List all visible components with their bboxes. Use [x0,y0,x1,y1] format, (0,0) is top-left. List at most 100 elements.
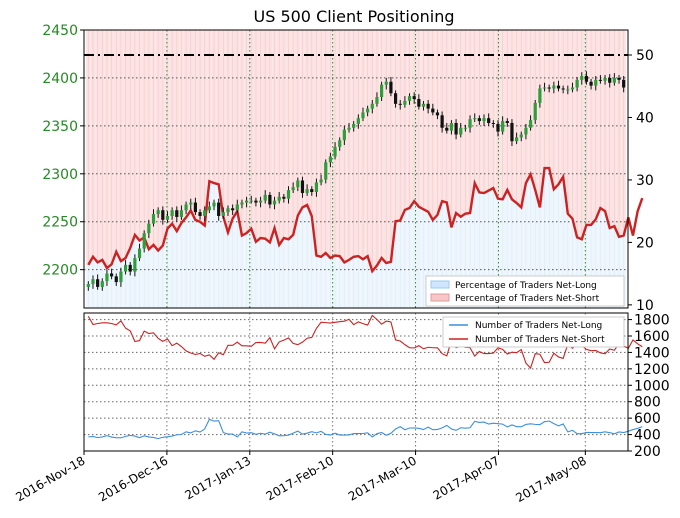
candle [347,122,351,133]
candle-body [221,212,225,216]
count-series [87,314,643,440]
y-tick-label: 800 [634,395,661,411]
candle-body [403,100,407,105]
candle [319,174,323,186]
candle [580,72,584,85]
candle [221,207,225,219]
candle-body [445,127,449,131]
candle [594,76,598,91]
candle [137,243,142,262]
candle [426,99,430,114]
candle [366,105,370,117]
candle [212,199,216,211]
candle [277,192,281,204]
legend-swatch-net-short [430,293,450,302]
candle-body [622,79,626,88]
candle [431,103,435,116]
candle [515,132,519,145]
candle [380,81,384,101]
y-tick-label: 2200 [42,263,78,279]
x-tick-label: 2016-Nov-18 [13,453,87,504]
candle-body [612,77,616,83]
candle-body [184,204,188,211]
candle-body [482,118,486,122]
candle [589,78,593,90]
x-tick-label: 2017-Apr-07 [431,453,502,502]
y-tick-label: 600 [634,411,661,427]
candle [249,195,253,204]
candle [566,85,570,95]
candle [547,84,551,93]
candle-body [333,146,337,157]
candle [175,206,179,222]
candle-body [86,284,90,287]
candle [421,100,426,111]
date-axis: 2016-Nov-18 2016-Dec-16 2017-Jan-13 2017-Fe… [13,451,589,505]
candle-body [552,85,556,89]
candle [575,76,579,92]
trader-count-panel-frame [83,312,629,452]
legend-label-net-long: Percentage of Traders Net-Long [455,281,597,291]
candle-body [501,121,505,132]
candle-body [305,189,309,193]
candle [510,119,514,146]
candle-body [170,210,174,216]
candle-body [100,281,104,287]
candle [445,122,449,134]
candle-body [342,129,346,141]
candle-body [449,122,454,131]
candle-body [165,215,170,220]
candle [435,109,440,120]
candle-body [589,81,593,86]
candle-body [147,223,151,234]
candle [114,273,118,286]
candle [533,99,537,124]
candle-body [570,87,575,90]
candle [473,113,477,123]
candle-body [245,200,249,203]
y-tick-label: 400 [634,428,661,444]
candle-body [580,76,584,80]
candle-body [417,99,421,107]
candle [165,211,170,223]
candle-body [300,180,305,193]
candle [179,205,184,220]
legend-label-net-short: Percentage of Traders Net-Short [455,294,600,304]
candle-body [151,214,156,224]
y-tick-label: 1000 [634,378,670,394]
candle [468,115,472,133]
candle [207,201,211,214]
candle-body [268,194,272,205]
price-candles [86,71,626,291]
candle [477,115,481,125]
candle [496,120,500,137]
candle-body [137,248,142,259]
candle-body [328,156,332,163]
candle-body [380,84,384,98]
candle [231,204,235,216]
legend-box [425,275,625,307]
x-tick-label: 2017-Mar-10 [346,453,419,503]
candle-body [235,204,239,211]
candle [170,207,174,220]
candle-body [319,179,323,183]
candle-body [426,103,430,109]
candle-body [435,112,440,116]
candle [147,219,151,239]
candle [352,121,356,132]
y-tick-label: 2250 [42,215,78,231]
candle-body [542,87,547,89]
candle [538,84,542,108]
candle [217,198,221,221]
candle-body [384,81,388,85]
candle [254,197,258,207]
candle-body [547,87,551,89]
candle [487,113,491,126]
candle-body [603,77,607,81]
y-tick-label: 2350 [42,119,78,135]
y2-tick-label: 20 [636,235,654,251]
y2-tick-label: 10 [636,298,654,314]
candle-body [491,122,495,124]
candle-body [594,79,598,86]
candle-body [519,134,523,138]
